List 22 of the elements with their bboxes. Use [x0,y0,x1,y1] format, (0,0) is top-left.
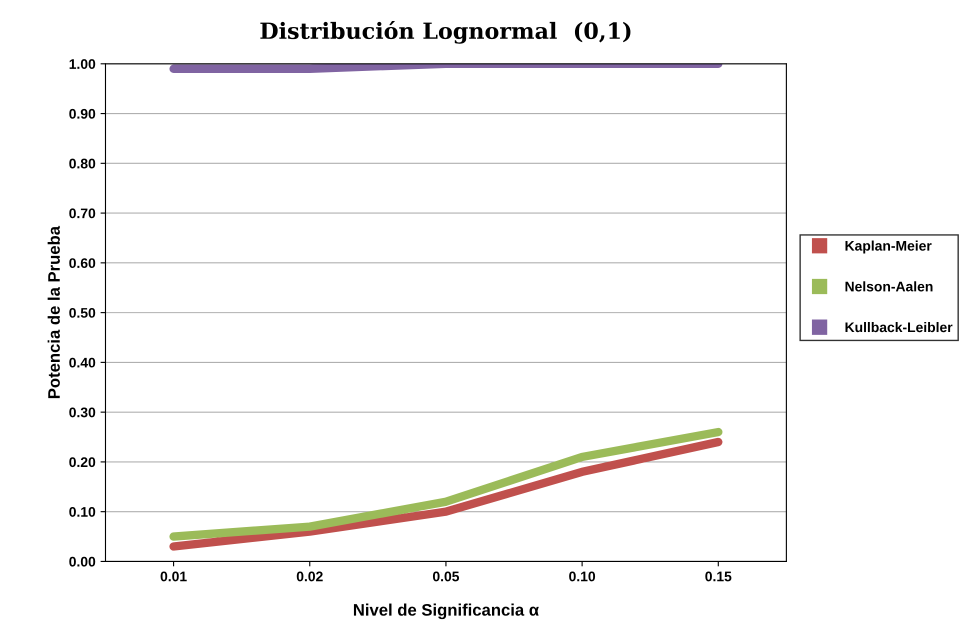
y-tick-label: 0.40 [69,358,96,368]
y-tick-label: 0.00 [69,556,96,567]
y-tick-label: 1.00 [70,59,96,69]
y-tick-label: 0.90 [69,108,96,119]
legend-label: Kaplan-Meier [846,240,932,254]
legend-label: Nelson-Aalen [846,281,932,292]
y-axis-title: Potencia de la Prueba [48,226,60,398]
x-tick-label: 0.01 [160,572,187,582]
y-tick-label: 0.10 [69,507,96,517]
y-tick-label: 0.30 [69,407,96,418]
chart-title: Distribución Lognormal (0,1) [260,21,630,44]
x-tick-label: 0.02 [296,572,323,582]
x-tick-label: 0.05 [432,572,460,582]
y-tick-label: 0.60 [69,258,96,268]
y-tick-label: 0.50 [69,308,96,318]
y-tick-label: 0.20 [69,457,96,468]
y-tick-label: 0.80 [69,158,96,168]
x-tick-label: 0.15 [705,572,732,582]
x-tick-label: 0.10 [569,572,596,582]
x-axis-title: Nivel de Significancia α [354,604,539,620]
y-tick-label: 0.70 [69,208,96,218]
legend-label: Kullback-Leibler [846,322,952,332]
